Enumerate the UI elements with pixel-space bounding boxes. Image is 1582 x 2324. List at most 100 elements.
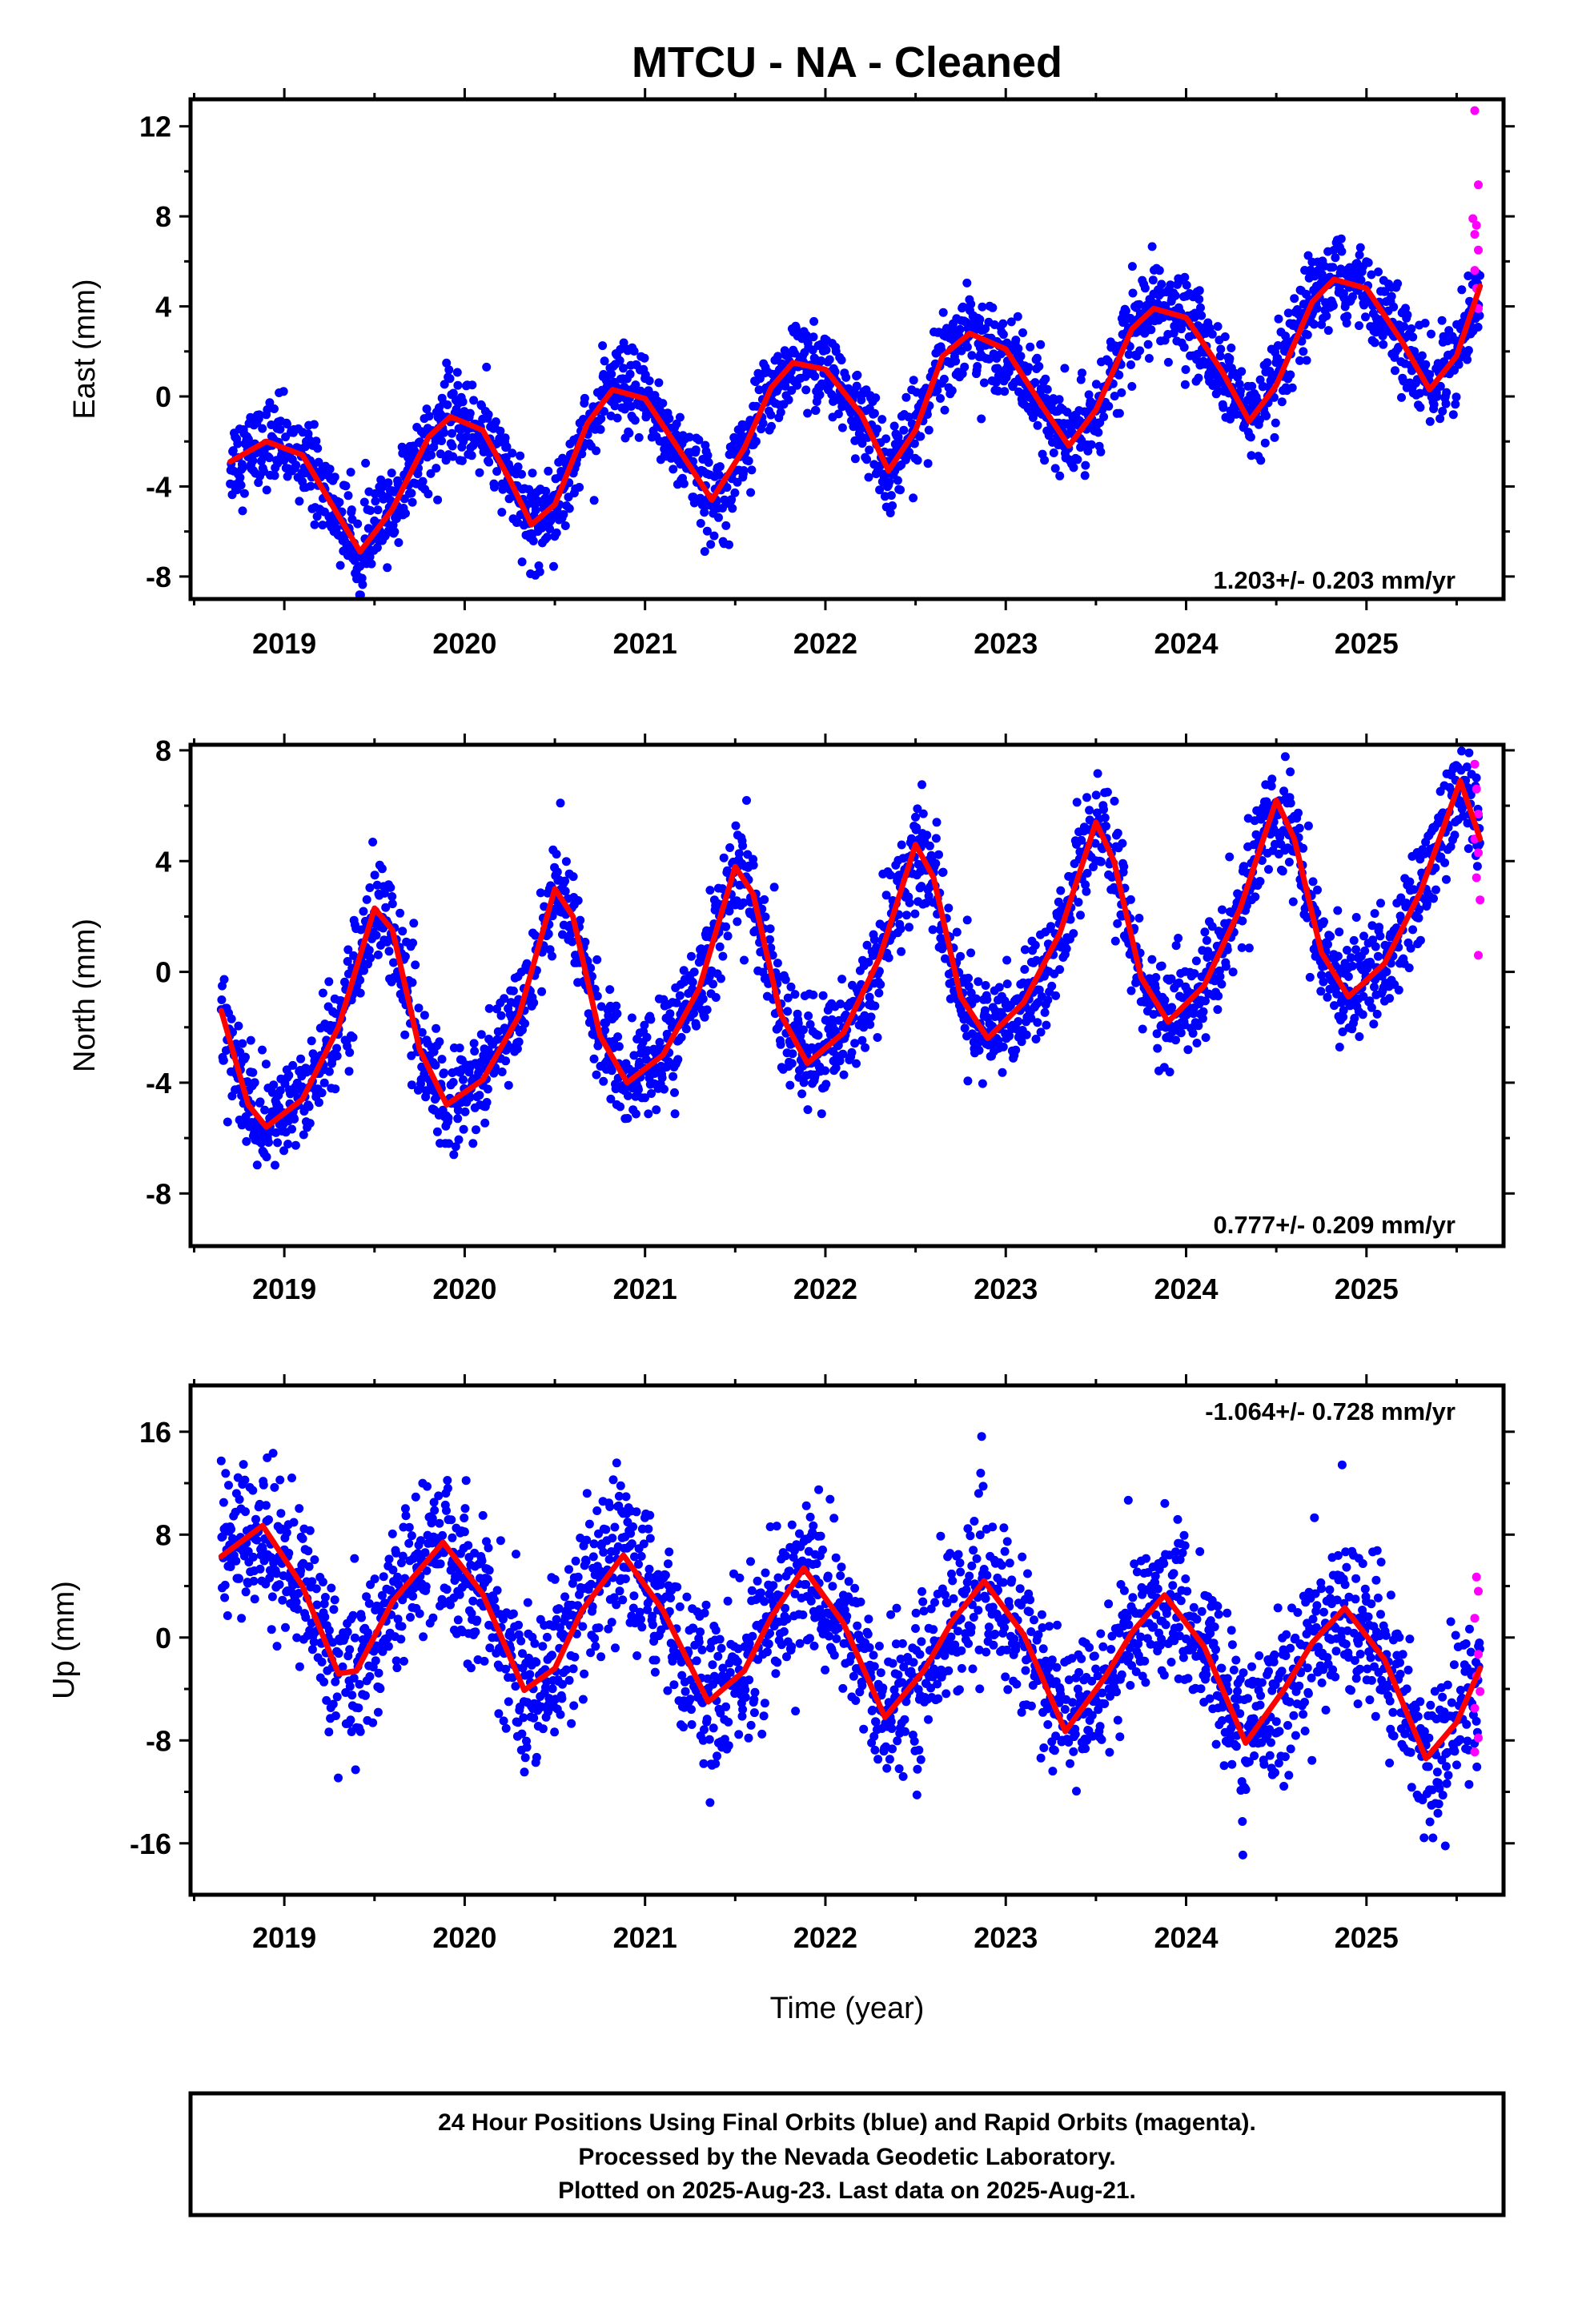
data-point	[627, 1013, 636, 1023]
y-tick-label: -8	[146, 561, 171, 593]
data-point	[261, 1501, 271, 1510]
data-point	[1062, 944, 1071, 954]
data-point	[371, 497, 380, 506]
data-point	[235, 1574, 243, 1583]
data-point	[861, 1043, 870, 1052]
x-tick-label: 2024	[1154, 627, 1218, 660]
data-point	[283, 420, 291, 428]
data-point	[705, 886, 715, 895]
data-point	[809, 332, 818, 342]
data-point	[377, 864, 387, 874]
data-point	[722, 483, 732, 493]
data-point	[998, 319, 1008, 328]
data-point	[387, 468, 396, 478]
data-point	[1407, 366, 1416, 376]
data-point	[1047, 981, 1057, 991]
data-point	[1330, 1001, 1339, 1011]
data-point	[241, 1052, 250, 1062]
data-point	[717, 884, 727, 894]
data-point	[725, 843, 735, 852]
data-point	[931, 834, 941, 843]
data-point	[973, 362, 982, 371]
data-point	[715, 462, 725, 472]
data-point	[836, 999, 845, 1009]
data-point	[1463, 355, 1472, 364]
data-point	[1355, 250, 1364, 259]
data-point	[1134, 300, 1144, 309]
data-point	[508, 986, 518, 995]
data-point	[1360, 946, 1370, 955]
data-point	[1118, 838, 1127, 848]
data-point	[862, 455, 872, 464]
data-point	[738, 841, 748, 850]
data-point	[1305, 972, 1315, 982]
data-point	[331, 1084, 340, 1094]
data-point	[601, 1018, 611, 1027]
data-point	[560, 887, 570, 896]
data-point	[544, 466, 553, 476]
data-point	[264, 1138, 273, 1147]
data-point	[1223, 945, 1232, 955]
data-point	[560, 876, 570, 886]
data-point	[896, 485, 905, 495]
data-point	[838, 1049, 848, 1059]
data-point	[1319, 917, 1328, 927]
data-point	[981, 324, 990, 333]
data-point	[918, 809, 928, 818]
data-point	[1121, 306, 1130, 316]
data-point	[1451, 400, 1460, 409]
data-point	[765, 935, 774, 944]
data-point	[235, 472, 245, 482]
data-point	[700, 1012, 709, 1022]
data-point	[1138, 1024, 1147, 1034]
data-point	[1264, 865, 1273, 875]
data-point	[947, 386, 957, 396]
data-point	[1255, 877, 1265, 887]
data-point	[922, 410, 932, 419]
data-point	[818, 991, 828, 1000]
data-point	[444, 1139, 454, 1148]
data-point	[917, 780, 926, 790]
data-point	[517, 557, 527, 567]
data-point	[408, 497, 417, 507]
data-point	[1415, 403, 1425, 412]
data-point	[238, 1039, 247, 1048]
data-point	[332, 1043, 342, 1053]
data-point	[296, 1054, 306, 1063]
data-point	[452, 368, 462, 377]
data-point	[372, 543, 382, 553]
data-point	[1333, 951, 1343, 961]
data-point	[850, 454, 860, 464]
data-point	[216, 1456, 226, 1466]
data-point	[301, 1613, 311, 1622]
data-point	[616, 1102, 625, 1112]
data-point	[955, 324, 965, 334]
data-point	[1000, 387, 1010, 396]
data-point	[1406, 943, 1415, 953]
data-point	[870, 1001, 880, 1011]
data-point	[1323, 939, 1332, 949]
data-point	[773, 352, 783, 361]
data-point	[444, 1113, 453, 1123]
data-point	[901, 911, 911, 920]
data-point	[362, 895, 371, 904]
data-point	[962, 915, 972, 925]
data-point	[956, 951, 966, 961]
data-point	[1032, 353, 1042, 363]
data-point	[1096, 447, 1106, 456]
rapid-point	[1470, 106, 1480, 115]
data-point	[270, 1482, 279, 1492]
data-point	[799, 1078, 809, 1088]
data-point	[1090, 838, 1100, 848]
data-point	[414, 1003, 424, 1013]
data-point	[431, 1060, 440, 1070]
data-point	[980, 1006, 990, 1015]
data-point	[1365, 996, 1375, 1006]
data-point	[1180, 380, 1190, 389]
data-point	[287, 1124, 296, 1134]
data-point	[835, 1056, 845, 1066]
data-point	[962, 278, 972, 287]
rapid-point	[1470, 759, 1480, 769]
data-point	[1113, 919, 1122, 928]
plot-frame	[188, 97, 1506, 601]
